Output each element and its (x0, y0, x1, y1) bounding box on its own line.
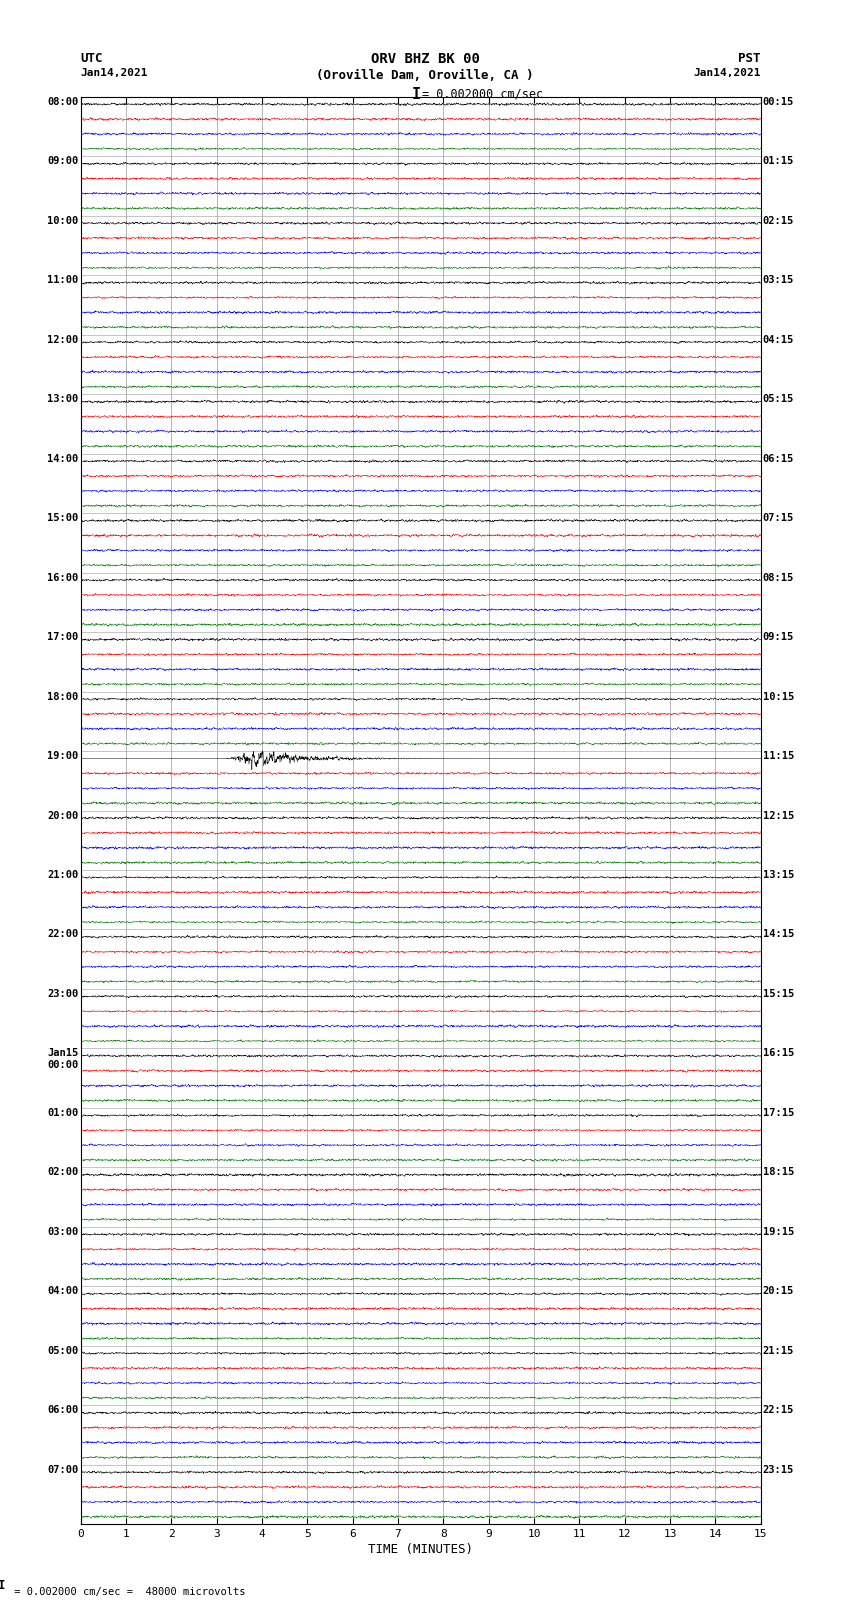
Text: 18:00: 18:00 (48, 692, 79, 702)
Text: 18:15: 18:15 (762, 1168, 794, 1177)
Text: I: I (0, 1579, 6, 1592)
Text: 05:00: 05:00 (48, 1345, 79, 1357)
Text: 04:15: 04:15 (762, 336, 794, 345)
Text: 19:15: 19:15 (762, 1227, 794, 1237)
Text: 09:15: 09:15 (762, 632, 794, 642)
Text: (Oroville Dam, Oroville, CA ): (Oroville Dam, Oroville, CA ) (316, 69, 534, 82)
Text: 16:15: 16:15 (762, 1048, 794, 1058)
Text: 02:15: 02:15 (762, 216, 794, 226)
Text: PST: PST (739, 52, 761, 65)
Text: Jan15
00:00: Jan15 00:00 (48, 1048, 79, 1069)
Text: I: I (411, 87, 421, 102)
Text: 05:15: 05:15 (762, 394, 794, 405)
X-axis label: TIME (MINUTES): TIME (MINUTES) (368, 1544, 473, 1557)
Text: 11:00: 11:00 (48, 276, 79, 286)
Text: 22:00: 22:00 (48, 929, 79, 939)
Text: 07:15: 07:15 (762, 513, 794, 523)
Text: Jan14,2021: Jan14,2021 (694, 68, 761, 77)
Text: 16:00: 16:00 (48, 573, 79, 582)
Text: = 0.002000 cm/sec =  48000 microvolts: = 0.002000 cm/sec = 48000 microvolts (8, 1587, 246, 1597)
Text: 06:15: 06:15 (762, 453, 794, 463)
Text: 22:15: 22:15 (762, 1405, 794, 1415)
Text: 00:15: 00:15 (762, 97, 794, 106)
Text: ORV BHZ BK 00: ORV BHZ BK 00 (371, 52, 479, 66)
Text: 12:00: 12:00 (48, 336, 79, 345)
Text: 23:00: 23:00 (48, 989, 79, 998)
Text: 08:15: 08:15 (762, 573, 794, 582)
Text: 04:00: 04:00 (48, 1287, 79, 1297)
Text: 19:00: 19:00 (48, 752, 79, 761)
Text: 09:00: 09:00 (48, 156, 79, 166)
Text: 15:00: 15:00 (48, 513, 79, 523)
Text: Jan14,2021: Jan14,2021 (81, 68, 148, 77)
Text: 14:00: 14:00 (48, 453, 79, 463)
Text: 21:15: 21:15 (762, 1345, 794, 1357)
Text: 01:15: 01:15 (762, 156, 794, 166)
Text: = 0.002000 cm/sec: = 0.002000 cm/sec (422, 87, 544, 100)
Text: 01:00: 01:00 (48, 1108, 79, 1118)
Text: 20:15: 20:15 (762, 1287, 794, 1297)
Text: 14:15: 14:15 (762, 929, 794, 939)
Text: 13:00: 13:00 (48, 394, 79, 405)
Text: 10:15: 10:15 (762, 692, 794, 702)
Text: 11:15: 11:15 (762, 752, 794, 761)
Text: UTC: UTC (81, 52, 103, 65)
Text: 21:00: 21:00 (48, 869, 79, 881)
Text: 23:15: 23:15 (762, 1465, 794, 1474)
Text: 07:00: 07:00 (48, 1465, 79, 1474)
Text: 17:00: 17:00 (48, 632, 79, 642)
Text: 12:15: 12:15 (762, 811, 794, 821)
Text: 02:00: 02:00 (48, 1168, 79, 1177)
Text: 06:00: 06:00 (48, 1405, 79, 1415)
Text: 17:15: 17:15 (762, 1108, 794, 1118)
Text: 03:00: 03:00 (48, 1227, 79, 1237)
Text: 08:00: 08:00 (48, 97, 79, 106)
Text: 15:15: 15:15 (762, 989, 794, 998)
Text: 10:00: 10:00 (48, 216, 79, 226)
Text: 13:15: 13:15 (762, 869, 794, 881)
Text: 03:15: 03:15 (762, 276, 794, 286)
Text: 20:00: 20:00 (48, 811, 79, 821)
